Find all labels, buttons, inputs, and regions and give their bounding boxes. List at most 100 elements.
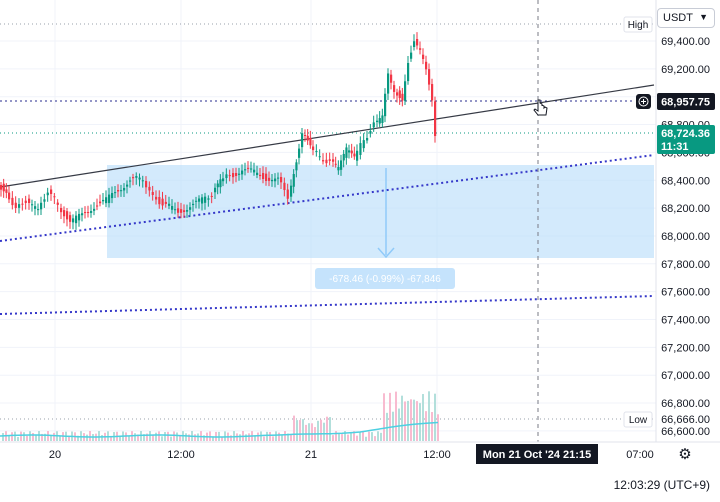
candle-body <box>342 153 345 161</box>
candle-body <box>318 156 321 158</box>
volume-bar <box>377 431 379 441</box>
volume-bar <box>149 431 151 441</box>
candle-body <box>238 173 241 175</box>
volume-bar <box>26 435 28 441</box>
time-tick-label: 12:00 <box>423 449 451 461</box>
last-price-badge <box>657 125 715 154</box>
candle-body <box>422 54 425 60</box>
candle-body <box>210 195 213 197</box>
candle-body <box>356 150 359 161</box>
candle-body <box>353 153 356 157</box>
volume-bar <box>371 432 373 441</box>
time-axis[interactable]: 20 12:00 21 12:00 07:00 <box>49 449 654 461</box>
bottom-trend-line[interactable] <box>0 295 655 315</box>
candle-body <box>18 204 21 208</box>
price-tick-label: 68,400.00 <box>661 175 710 187</box>
candle-body <box>369 130 372 134</box>
plus-circle-icon[interactable] <box>636 94 651 109</box>
volume-bar <box>185 433 187 441</box>
volume-bar <box>419 403 421 441</box>
high-tag: High <box>628 20 649 31</box>
candle-body <box>138 177 141 180</box>
time-tick-label: 07:00 <box>626 449 654 461</box>
volume-bar <box>44 433 46 441</box>
candle-body <box>241 170 244 175</box>
candle-body <box>183 210 186 212</box>
candle-body <box>232 173 235 178</box>
candle-body <box>87 212 90 214</box>
price-tick-label: 67,400.00 <box>661 315 710 327</box>
volume-bar <box>365 436 367 441</box>
candle-body <box>189 207 192 210</box>
volume-bar <box>302 419 304 441</box>
candle-body <box>204 196 207 203</box>
candle-body <box>328 159 331 161</box>
measure-box[interactable] <box>107 165 654 258</box>
volume-bar <box>68 436 70 441</box>
volume-bar <box>20 431 22 441</box>
upper-trend-line[interactable] <box>0 84 655 188</box>
candle-body <box>155 196 158 200</box>
volume-bar <box>434 393 436 441</box>
candle-body <box>214 187 217 193</box>
low-tag-box <box>623 411 653 428</box>
candle-body <box>404 81 407 101</box>
candle-body <box>186 210 189 212</box>
utc-clock[interactable]: 12:03:29 (UTC+9) <box>613 478 710 492</box>
candle-body <box>37 209 40 211</box>
volume-bar <box>290 434 292 441</box>
candle-body <box>164 201 167 204</box>
candle-body <box>43 199 46 202</box>
volume-bar <box>359 432 361 441</box>
volume-bar <box>8 435 10 441</box>
candle-body <box>168 203 171 206</box>
candle-body <box>201 197 204 204</box>
candle-body <box>222 178 225 182</box>
volume-bar <box>257 432 259 441</box>
volume-bar <box>320 419 322 441</box>
measure-arrow-head <box>377 247 395 259</box>
volume-bar <box>287 433 289 441</box>
candlesticks[interactable] <box>0 32 437 230</box>
candle-body <box>332 159 335 162</box>
volume-bar <box>335 431 337 441</box>
candle-body <box>381 115 384 124</box>
currency-label: USDT <box>663 12 693 24</box>
candle-body <box>93 208 96 211</box>
volume-bar <box>161 436 163 441</box>
volume-bar <box>89 431 91 441</box>
volume-bar <box>32 433 34 441</box>
volume-bar <box>248 433 250 441</box>
volume-bar <box>221 436 223 441</box>
currency-selector[interactable]: USDT ▼ <box>657 8 715 28</box>
gear-icon[interactable]: ⚙ <box>678 446 692 463</box>
volume-bar <box>425 411 427 441</box>
candle-body <box>298 148 301 158</box>
candle-body <box>158 197 161 205</box>
candle-body <box>396 92 399 96</box>
candle-body <box>180 209 183 213</box>
volume-bar <box>170 436 172 441</box>
price-tick-label: 66,800.00 <box>661 398 710 410</box>
volume-bar <box>323 422 325 441</box>
candle-body <box>0 185 3 190</box>
candle-body <box>216 183 219 188</box>
candle-body <box>372 122 375 128</box>
crosshair-time-badge <box>476 444 598 464</box>
price-tick-label: 68,200.00 <box>661 203 710 215</box>
candle-body <box>141 180 144 182</box>
candle-body <box>250 168 253 170</box>
candle-body <box>60 207 63 213</box>
volume-bar <box>296 420 298 441</box>
candle-body <box>301 133 304 148</box>
volume-bar <box>176 432 178 441</box>
candle-body <box>235 173 238 176</box>
volume-bar <box>254 435 256 441</box>
volume-bar <box>353 431 355 441</box>
candle-body <box>286 189 289 199</box>
candle-body <box>84 212 87 214</box>
volume-bar <box>416 401 418 441</box>
volume-bar <box>203 435 205 441</box>
candle-body <box>90 211 93 213</box>
